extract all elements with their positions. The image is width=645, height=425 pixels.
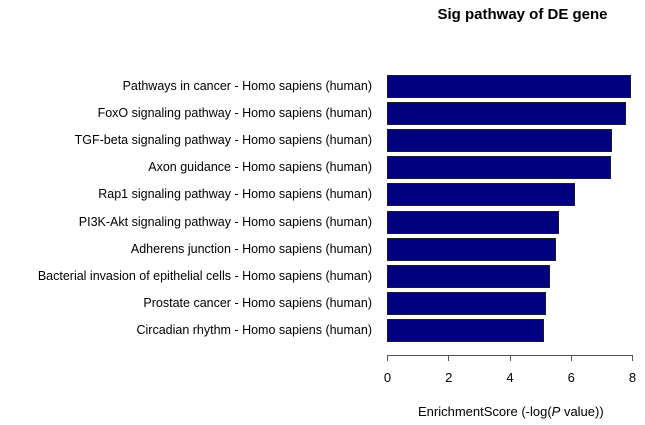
x-axis-label: EnrichmentScore (-log(P value)) bbox=[418, 404, 604, 419]
chart-title: Sig pathway of DE gene bbox=[437, 6, 608, 23]
bar bbox=[387, 75, 632, 98]
bar bbox=[387, 210, 560, 234]
bar bbox=[387, 183, 576, 207]
x-axis-label-suffix: value)) bbox=[560, 404, 604, 419]
bar bbox=[387, 318, 545, 342]
bar bbox=[387, 156, 612, 180]
category-label: FoxO signaling pathway - Homo sapiens (h… bbox=[97, 106, 372, 121]
x-tick-label: 6 bbox=[567, 370, 575, 385]
bar bbox=[387, 291, 546, 315]
bar bbox=[387, 264, 551, 288]
x-axis-label-prefix: EnrichmentScore (-log( bbox=[418, 404, 552, 419]
x-tick-label: 0 bbox=[383, 370, 392, 385]
category-label: Rap1 signaling pathway - Homo sapiens (h… bbox=[98, 187, 372, 202]
x-tick bbox=[509, 355, 511, 361]
x-tick-label: 4 bbox=[506, 370, 514, 385]
category-label: PI3K-Akt signaling pathway - Homo sapien… bbox=[78, 214, 372, 229]
x-axis-label-italic: P bbox=[551, 404, 561, 419]
category-label: Prostate cancer - Homo sapiens (human) bbox=[143, 295, 372, 310]
bar bbox=[387, 237, 557, 261]
category-label: Pathways in cancer - Homo sapiens (human… bbox=[122, 79, 372, 93]
category-label: Bacterial invasion of epithelial cells -… bbox=[37, 268, 372, 283]
x-tick bbox=[632, 355, 633, 361]
bar bbox=[387, 129, 613, 153]
x-tick bbox=[387, 355, 388, 361]
category-label: Axon guidance - Homo sapiens (human) bbox=[148, 160, 372, 175]
category-label: TGF-beta signaling pathway - Homo sapien… bbox=[74, 133, 372, 148]
x-tick-label: 2 bbox=[445, 370, 453, 385]
x-tick bbox=[570, 355, 572, 361]
x-tick-label: 8 bbox=[628, 370, 637, 385]
bar bbox=[387, 102, 627, 126]
x-tick bbox=[448, 355, 450, 361]
category-label: Circadian rhythm - Homo sapiens (human) bbox=[136, 322, 372, 337]
category-label: Adherens junction - Homo sapiens (human) bbox=[130, 241, 372, 256]
